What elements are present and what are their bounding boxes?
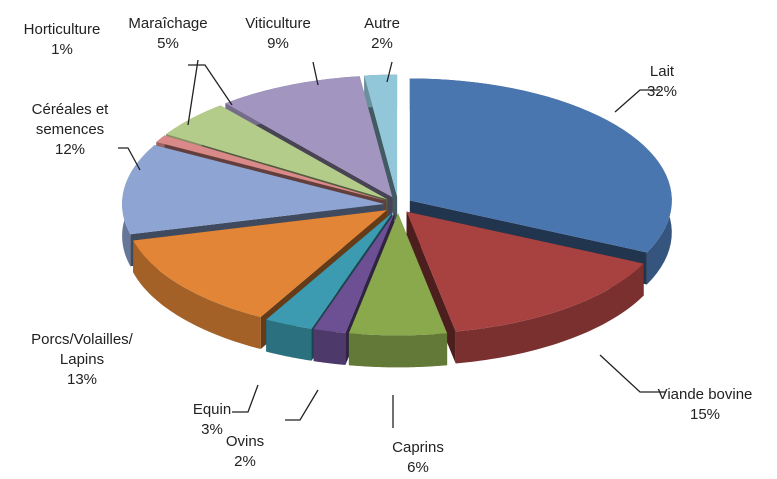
data-label: Maraîchage 5% [113,14,223,54]
leader-line [599,354,665,393]
slice [348,213,448,336]
slice [156,135,386,201]
value-label: 5% [157,35,179,52]
leader-lines [118,59,665,428]
category-label: Caprins [392,439,444,456]
slice [409,78,672,253]
slice-side [348,333,448,368]
data-label: Equin 3% [182,400,242,440]
category-label: Ovins [225,433,265,450]
leader-line [232,384,259,413]
leader-line [187,59,199,126]
value-label: 13% [66,371,98,388]
value-label: 15% [689,406,721,423]
data-label: Viande bovine 15% [640,385,770,425]
category-label: Autre [364,15,400,32]
slice-group [348,213,448,368]
leader-line [118,147,141,171]
slice [133,210,387,318]
slice [122,145,385,235]
value-label: 32% [646,83,678,100]
slice-side [133,240,261,350]
category-label: Horticulture [23,21,101,38]
slice-group [406,211,644,364]
slice [166,105,388,200]
leader-line [386,61,393,83]
category-label: Céréales et semences [31,101,109,138]
slice [313,213,395,333]
slice [225,76,393,198]
leader-line [188,64,233,106]
value-label: 2% [234,453,256,470]
data-label: Viticulture 9% [223,14,333,54]
category-label: Porcs/Volailles/ Lapins [31,331,133,368]
data-label: Autre 2% [352,14,412,54]
slice [406,211,644,332]
data-label: Porcs/Volailles/ Lapins 13% [7,330,157,390]
data-label: Céréales et semences 12% [15,100,125,160]
leader-line [614,89,660,113]
category-label: Equin [192,401,232,418]
data-label: Lait 32% [632,62,692,102]
slice-side [455,263,644,364]
data-label: Horticulture 1% [7,20,117,60]
value-label: 6% [407,459,429,476]
category-label: Viticulture [245,15,311,32]
category-label: Maraîchage [128,15,208,32]
slice [266,212,393,329]
value-label: 1% [51,41,73,58]
data-label: Ovins 2% [215,432,275,472]
pie [122,74,672,368]
leader-line [312,61,319,86]
value-label: 9% [267,35,289,52]
value-label: 12% [54,141,86,158]
slice [364,74,398,197]
data-label: Caprins 6% [378,438,458,478]
slice-side [313,329,346,365]
value-label: 2% [371,35,393,52]
category-label: Viande bovine [657,386,753,403]
value-label: 3% [201,421,223,438]
leader-line [285,389,319,421]
category-label: Lait [649,63,675,80]
slice-side [266,319,312,361]
